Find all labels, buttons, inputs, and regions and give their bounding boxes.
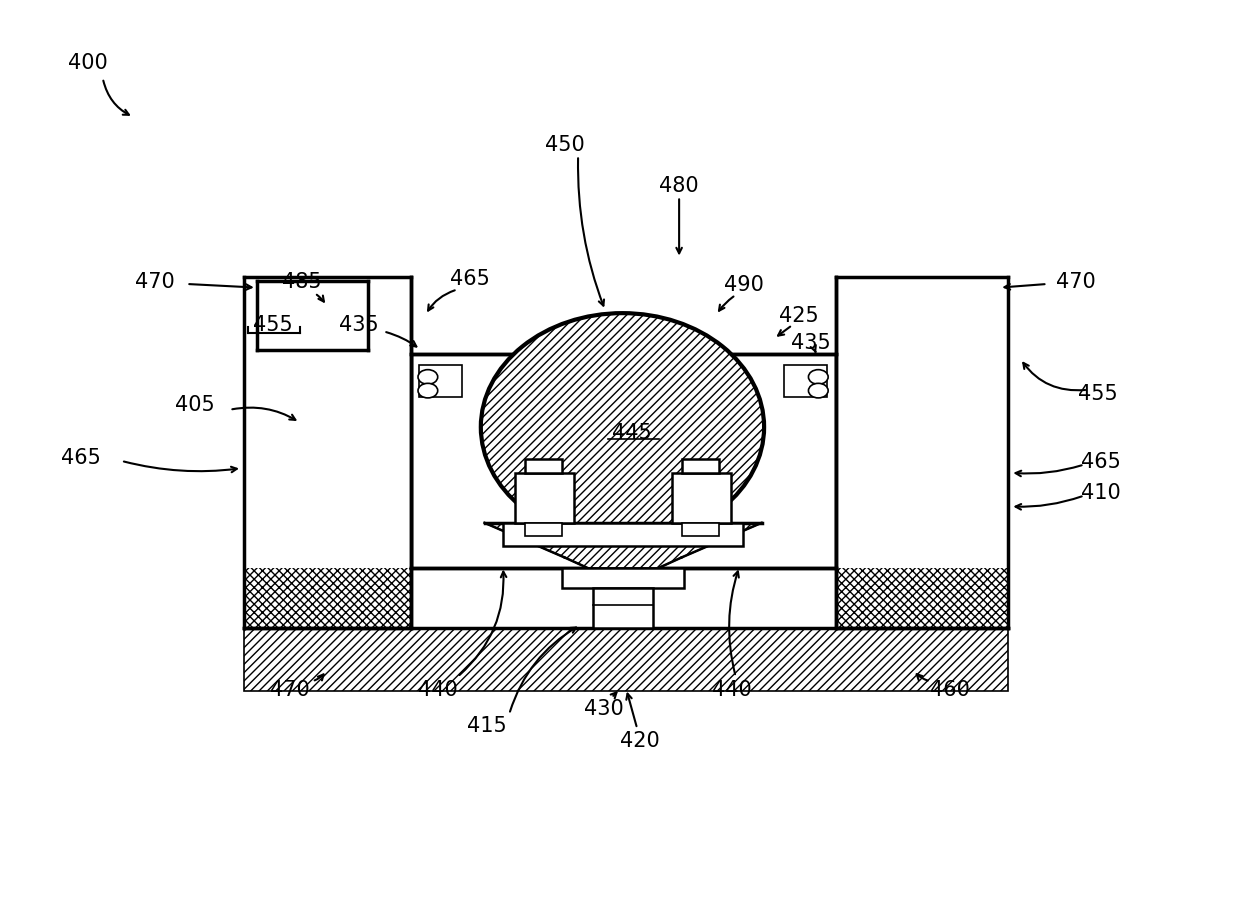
Text: 455: 455 <box>253 314 293 335</box>
Text: 430: 430 <box>584 698 624 718</box>
Text: 465: 465 <box>450 269 490 289</box>
Circle shape <box>808 370 828 385</box>
Text: 435: 435 <box>791 333 831 353</box>
Text: 400: 400 <box>68 53 108 74</box>
Bar <box>836 355 1008 569</box>
Bar <box>672 473 730 523</box>
Bar <box>410 355 836 569</box>
Bar <box>244 278 410 628</box>
Text: 465: 465 <box>61 448 100 468</box>
Bar <box>562 569 684 589</box>
Text: 440: 440 <box>712 679 751 699</box>
Text: 420: 420 <box>620 730 660 750</box>
Bar <box>244 278 410 355</box>
Circle shape <box>418 370 438 385</box>
Text: 440: 440 <box>418 679 458 699</box>
Bar <box>836 278 1008 628</box>
Text: 470: 470 <box>1055 272 1096 292</box>
Bar <box>516 473 574 523</box>
Circle shape <box>418 384 438 399</box>
Text: 480: 480 <box>660 176 699 197</box>
Bar <box>682 523 718 537</box>
Bar <box>682 460 718 473</box>
Text: 405: 405 <box>175 395 215 414</box>
Bar <box>526 460 562 473</box>
Polygon shape <box>485 523 761 569</box>
Bar <box>593 589 653 628</box>
Text: 435: 435 <box>339 314 378 335</box>
Text: 460: 460 <box>930 679 970 699</box>
Text: 485: 485 <box>283 272 322 292</box>
Bar <box>244 628 1008 692</box>
Text: 470: 470 <box>270 679 310 699</box>
Text: 455: 455 <box>1078 384 1118 404</box>
Bar <box>784 366 827 398</box>
Bar <box>526 523 562 537</box>
Text: 410: 410 <box>1080 482 1121 503</box>
Text: 450: 450 <box>544 135 584 155</box>
Bar <box>419 366 463 398</box>
Bar <box>836 278 1008 355</box>
Text: 445: 445 <box>613 422 652 442</box>
Text: 425: 425 <box>779 306 818 325</box>
Bar <box>244 355 410 569</box>
Bar <box>503 523 743 546</box>
Text: 470: 470 <box>135 272 175 292</box>
Text: 465: 465 <box>1080 451 1121 471</box>
Ellipse shape <box>481 313 764 541</box>
Text: 490: 490 <box>724 275 764 295</box>
Text: 415: 415 <box>467 715 507 735</box>
Circle shape <box>808 384 828 399</box>
